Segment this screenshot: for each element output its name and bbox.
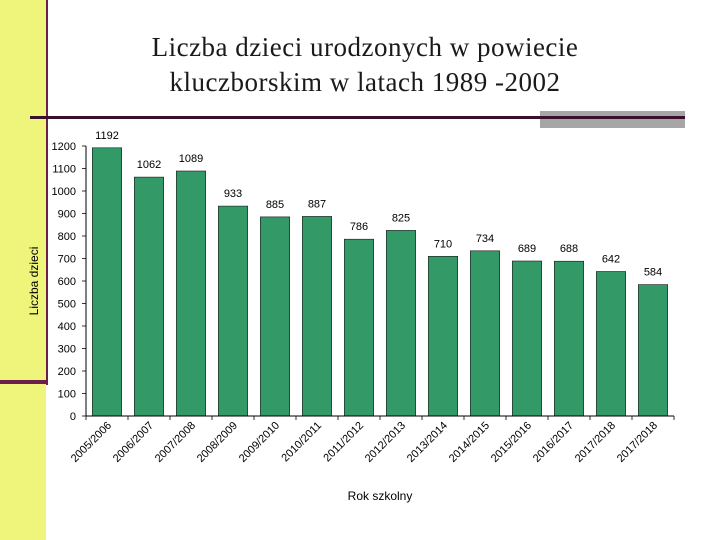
left-rule-foot — [0, 380, 48, 384]
bar-9 — [427, 255, 458, 417]
value-label: 734 — [476, 233, 494, 245]
value-label: 887 — [308, 198, 326, 210]
value-label: 688 — [560, 243, 578, 255]
value-label: 710 — [434, 238, 452, 250]
bar-13 — [595, 271, 626, 417]
x-ticks-layer: 2005/20062006/20072007/20082008/20092009… — [69, 416, 675, 465]
value-label: 689 — [518, 243, 536, 255]
y-tick-label: 700 — [58, 254, 76, 266]
y-ticks-layer: 0 100 200 300 400 500 600 700 800 900 1000 1100 1200 — [52, 141, 86, 423]
bar-2 — [134, 176, 165, 417]
x-tick-label: 2016/2017 — [531, 420, 576, 465]
x-tick-label: 2010/2011 — [279, 420, 324, 465]
title-underline-rule — [30, 116, 685, 119]
x-axis-title: Rok szkolny — [348, 489, 413, 503]
x-tick-label: 2017/2018 — [615, 420, 660, 465]
y-tick-label: 200 — [58, 366, 76, 378]
x-tick-label: 2007/2008 — [153, 420, 198, 465]
value-labels-layer: 1192 1062 1089 933 885 887 786 825 710 734 689 688 6… — [95, 130, 662, 279]
left-decorative-band — [0, 0, 46, 540]
y-tick-label: 0 — [70, 411, 76, 423]
bar-10 — [469, 250, 500, 417]
x-tick-label: 2006/2007 — [111, 420, 156, 465]
bar-1 — [92, 147, 123, 417]
value-label: 1089 — [179, 153, 203, 165]
value-label: 1192 — [95, 130, 119, 142]
x-tick-label: 2011/2012 — [321, 420, 366, 465]
x-tick-label: 2009/2010 — [237, 420, 282, 465]
y-tick-label: 1000 — [52, 186, 76, 198]
x-tick-label: 2012/2013 — [363, 420, 408, 465]
x-tick-label: 2014/2015 — [447, 420, 492, 465]
y-tick-label: 600 — [58, 276, 76, 288]
x-tick-label: 2013/2014 — [405, 420, 450, 465]
value-label: 786 — [350, 221, 368, 233]
x-tick-label: 2008/2009 — [195, 420, 240, 465]
x-tick-label: 2005/2006 — [69, 420, 114, 465]
y-tick-label: 300 — [58, 344, 76, 356]
slide-title-line-2: kluczborskim w latach 1989 -2002 — [169, 67, 561, 97]
bar-4 — [218, 205, 249, 417]
value-label: 584 — [644, 267, 662, 279]
value-label: 825 — [392, 212, 410, 224]
x-tick-label: 2015/2016 — [489, 420, 534, 465]
bar-3 — [176, 170, 207, 417]
x-tick-label: 2017/2018 — [573, 420, 618, 465]
value-label: 1062 — [137, 159, 161, 171]
bar-12 — [553, 260, 584, 417]
y-tick-label: 1200 — [52, 141, 76, 153]
y-tick-label: 500 — [58, 299, 76, 311]
slide-title-line-1: Liczba dzieci urodzonych w powiecie — [151, 32, 579, 62]
value-label: 933 — [224, 188, 242, 200]
y-axis-title: Liczba dzieci — [27, 247, 41, 316]
bar-8 — [385, 230, 416, 417]
y-tick-label: 900 — [58, 209, 76, 221]
y-tick-label: 100 — [58, 389, 76, 401]
slide-title: Liczba dzieci urodzonych w powiecie kluc… — [60, 30, 670, 100]
bar-6 — [301, 216, 332, 417]
y-tick-label: 400 — [58, 321, 76, 333]
y-tick-label: 1100 — [52, 164, 76, 176]
left-vertical-rule — [46, 0, 48, 385]
bar-7 — [343, 238, 374, 417]
value-label: 885 — [266, 199, 284, 211]
bar-14 — [637, 284, 668, 417]
bars-layer — [92, 147, 668, 417]
bar-11 — [511, 260, 542, 417]
bar-5 — [259, 216, 290, 417]
y-tick-label: 800 — [58, 231, 76, 243]
value-label: 642 — [602, 254, 620, 266]
